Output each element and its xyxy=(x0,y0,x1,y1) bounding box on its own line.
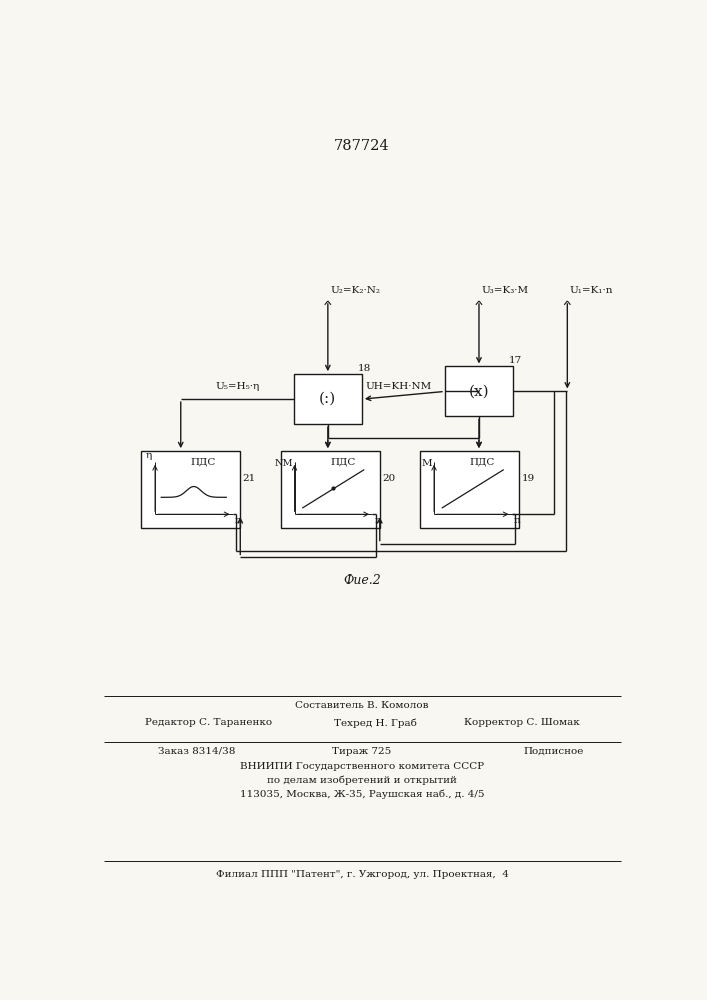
Text: (x): (x) xyxy=(469,384,489,398)
Text: 21: 21 xyxy=(243,474,256,483)
Text: ПДС: ПДС xyxy=(330,457,356,466)
Text: M: M xyxy=(422,459,433,468)
Bar xyxy=(281,451,380,528)
Text: Подписное: Подписное xyxy=(523,747,583,756)
Text: Филиал ППП "Патент", г. Ужгород, ул. Проектная,  4: Филиал ППП "Патент", г. Ужгород, ул. Про… xyxy=(216,870,508,879)
Text: Редактор С. Тараненко: Редактор С. Тараненко xyxy=(145,718,272,727)
Text: ПДС: ПДС xyxy=(470,457,496,466)
Text: Техред Н. Граб: Техред Н. Граб xyxy=(334,718,416,728)
Text: 113035, Москва, Ж-35, Раушская наб., д. 4/5: 113035, Москва, Ж-35, Раушская наб., д. … xyxy=(240,790,484,799)
Text: Заказ 8314/38: Заказ 8314/38 xyxy=(158,747,235,756)
Text: U₁=K₁·n: U₁=K₁·n xyxy=(570,286,613,295)
Text: U₅=H₅·η: U₅=H₅·η xyxy=(215,382,259,391)
Bar xyxy=(420,451,519,528)
Text: U₃=K₃·M: U₃=K₃·M xyxy=(481,286,528,295)
Text: ВНИИПИ Государственного комитета СССР: ВНИИПИ Государственного комитета СССР xyxy=(240,762,484,771)
Text: n: n xyxy=(374,516,381,525)
Text: 787724: 787724 xyxy=(334,139,390,153)
Text: Составитель В. Комолов: Составитель В. Комолов xyxy=(296,701,428,710)
Bar xyxy=(293,374,362,424)
Text: Тираж 725: Тираж 725 xyxy=(332,747,392,756)
Text: n: n xyxy=(514,516,520,525)
Text: 19: 19 xyxy=(522,474,535,483)
Text: 17: 17 xyxy=(509,356,522,365)
Bar xyxy=(141,451,240,528)
Text: ПДС: ПДС xyxy=(191,457,216,466)
Text: Фие.2: Фие.2 xyxy=(343,574,381,587)
Text: 20: 20 xyxy=(382,474,395,483)
Bar xyxy=(445,366,513,416)
Text: U₂=K₂·N₂: U₂=K₂·N₂ xyxy=(330,286,380,295)
Text: (:): (:) xyxy=(320,392,337,406)
Text: 18: 18 xyxy=(358,364,371,373)
Text: η: η xyxy=(146,451,152,460)
Text: NМ: NМ xyxy=(274,459,293,468)
Text: UН=KН·NМ: UН=KН·NМ xyxy=(366,382,432,391)
Text: Корректор С. Шомак: Корректор С. Шомак xyxy=(464,718,580,727)
Text: по делам изобретений и открытий: по делам изобретений и открытий xyxy=(267,776,457,785)
Text: n: n xyxy=(235,516,242,525)
